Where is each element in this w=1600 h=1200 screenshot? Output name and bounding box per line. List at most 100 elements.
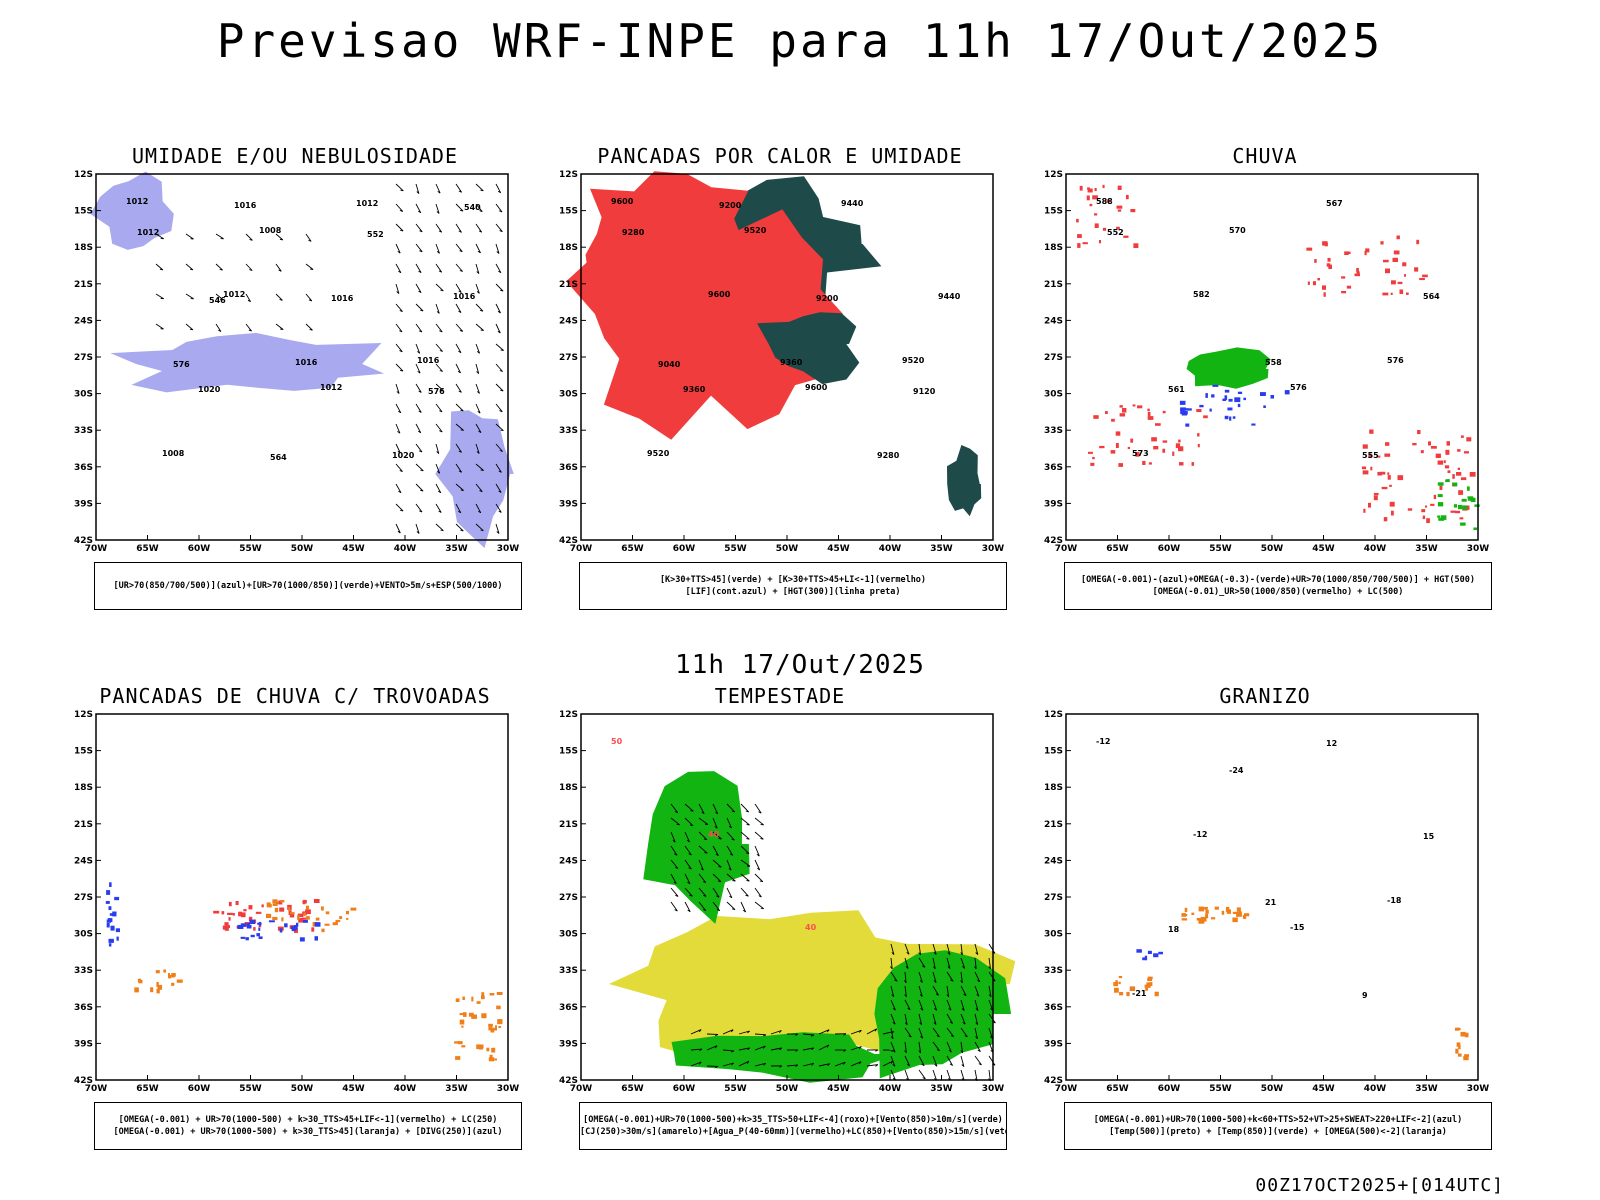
lon-tick-label: 30W <box>497 1084 520 1094</box>
thunderstorm-patch <box>311 927 315 932</box>
rain-patch <box>1373 492 1379 496</box>
thunderstorm-patch <box>227 912 233 915</box>
wind-vector <box>415 423 422 434</box>
panel-title: CHUVA <box>1232 144 1298 168</box>
strong-omega-patch <box>1458 504 1463 510</box>
rain-patch <box>1362 444 1368 449</box>
map-layers: 9600 9600 9600 9520 9520 9520 9440 9440 9360 9360… <box>566 171 982 517</box>
wind-vector <box>399 209 403 212</box>
divergence-patch <box>302 919 308 923</box>
wind-vector <box>754 1045 766 1051</box>
wind-vector <box>455 243 463 252</box>
wind-vector <box>687 909 691 913</box>
lat-tick-label: 33S <box>74 966 93 976</box>
plot-frame <box>1065 173 1479 541</box>
lat-tick-label: 24S <box>1044 316 1063 326</box>
rain-patch <box>1393 250 1400 255</box>
rain-patch <box>1099 240 1101 244</box>
wind-vector <box>975 1036 978 1040</box>
wind-vector <box>245 293 251 302</box>
wind-vector <box>455 203 464 212</box>
wind-vector <box>890 1055 896 1067</box>
wind-vector <box>476 271 480 274</box>
rain-patch <box>1344 251 1349 255</box>
weak-omega-patch <box>1243 397 1246 401</box>
wind-vector <box>843 1033 847 1036</box>
shower-patch <box>459 1019 465 1025</box>
wind-vector <box>690 1029 702 1035</box>
wind-vector <box>185 323 194 331</box>
rain-patch <box>1162 440 1168 443</box>
omega-500-patch <box>1129 986 1136 991</box>
wind-vector <box>882 1031 894 1035</box>
wind-vector <box>495 223 503 232</box>
wind-vector <box>475 403 481 414</box>
rain-patch <box>1077 234 1082 238</box>
thunderstorm-patch <box>305 909 311 915</box>
lat-tick-label: 21S <box>74 280 93 290</box>
wind-vector <box>498 470 502 473</box>
wind-vector <box>974 943 979 955</box>
wind-vector <box>674 811 678 814</box>
wind-vector <box>495 443 503 452</box>
shower-patch <box>303 912 306 917</box>
wind-vector <box>435 283 444 292</box>
wind-vector <box>670 817 680 826</box>
rain-patch <box>1088 451 1093 454</box>
wind-vector <box>415 463 424 472</box>
contour-label: 1016 <box>295 358 318 367</box>
wind-vector <box>988 985 992 997</box>
wind-vector <box>961 1008 965 1011</box>
contour-label: -12 <box>1096 737 1110 746</box>
shower-patch <box>495 1025 497 1030</box>
wind-vector <box>989 1036 993 1039</box>
thunderstorm-patch <box>224 926 229 931</box>
wind-vector <box>974 1013 979 1025</box>
weak-omega-patch <box>1205 393 1208 398</box>
lat-tick-label: 39S <box>1044 1039 1063 1049</box>
omega-500-patch <box>1119 992 1124 996</box>
divergence-patch <box>249 919 255 924</box>
thunderstorm-patch <box>248 905 253 910</box>
wind-vector <box>990 1008 993 1011</box>
wind-vector <box>904 999 911 1010</box>
contour-label: 40 <box>708 830 720 839</box>
wind-vector <box>890 1060 894 1064</box>
wind-vector <box>988 1069 991 1081</box>
lon-tick-label: 65W <box>621 544 644 554</box>
wind-vector <box>988 966 991 970</box>
wind-vector <box>670 901 678 912</box>
omega-500-patch <box>1236 907 1241 912</box>
wind-vector <box>905 966 909 969</box>
rain-patch <box>1457 467 1460 470</box>
wind-vector <box>890 1013 896 1025</box>
wind-vector <box>275 293 283 301</box>
wind-vector <box>946 1041 952 1053</box>
wind-vector <box>731 1062 734 1066</box>
wind-vector <box>904 994 907 998</box>
wind-vector <box>960 952 963 956</box>
omega-500-patch <box>1204 906 1208 910</box>
rain-patch <box>1133 243 1139 248</box>
omega-500-patch <box>1205 913 1209 919</box>
weak-omega-patch <box>1184 408 1189 411</box>
wind-vector <box>746 823 750 826</box>
strong-omega-patch <box>1437 502 1444 507</box>
wind-vector <box>904 1050 907 1054</box>
wind-vector <box>698 817 709 825</box>
rain-patch <box>1179 462 1184 466</box>
rain-patch <box>1077 243 1081 248</box>
wind-vector <box>811 1062 815 1066</box>
wind-vector <box>726 817 732 829</box>
omega-500-patch <box>1115 980 1118 983</box>
divergence-patch <box>108 938 114 943</box>
lat-tick-label: 15S <box>1044 207 1063 217</box>
rain-patch <box>1412 443 1417 446</box>
rain-patch <box>1390 292 1393 295</box>
wind-vector <box>415 243 423 253</box>
lat-tick-label: 30S <box>1044 390 1063 400</box>
rain-patch <box>1153 446 1159 450</box>
wind-vector <box>495 503 502 513</box>
